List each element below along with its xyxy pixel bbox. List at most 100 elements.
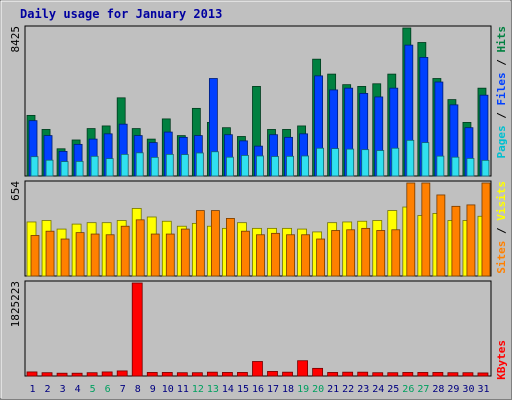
legend-separator: / [495,221,508,241]
pages-bar [135,152,144,177]
kbytes-bar [342,371,354,377]
x-tick-label: 4 [75,384,81,395]
kbytes-bar [417,372,429,377]
x-tick-label: 26 [402,384,414,395]
legend-entry-sites: Sites [495,241,508,274]
kbytes-bar [222,372,233,377]
sites-bar [316,238,326,277]
kbytes-bar [297,360,308,377]
sites-bar [75,232,85,277]
pages-bar [120,153,129,177]
kbytes-bar [146,372,158,377]
pages-bar [60,161,69,177]
x-tick-label: 13 [207,384,219,395]
x-tick-label: 19 [297,384,309,395]
x-tick-label: 23 [357,384,369,395]
pages-bar [45,159,54,177]
kbytes-bar [252,361,263,377]
pages-bar [361,149,370,177]
x-tick-label: 31 [477,384,489,395]
pages-bar [195,152,204,177]
kbytes-bar [86,372,98,377]
sites-bar [271,232,280,277]
pages-bar [226,156,234,177]
pages-bar [481,159,490,177]
x-tick-label: 29 [447,384,459,395]
pages-bar [286,155,294,177]
sites-bar [90,233,100,277]
x-tick-label: 28 [432,384,444,395]
sites-bar [331,230,341,277]
x-tick-label: 30 [462,384,474,395]
sites-bar [451,205,461,277]
pages-bar [406,139,415,177]
sites-bar [466,204,476,277]
kbytes-bar [387,372,399,377]
kbytes-bar [101,371,113,377]
sites-bar [30,235,40,277]
sites-bar [301,234,310,277]
pages-bar [271,156,279,177]
sites-bar [150,233,160,277]
sites-bar [376,230,386,277]
sites-bar [226,218,235,277]
kbytes-bar [206,371,218,377]
legend-entry-kbytes: KBytes [495,340,508,380]
x-tick-label: 16 [252,384,264,395]
sites-bar [436,194,446,277]
kbytes-bar [161,372,173,377]
pages-bar [331,148,340,177]
pages-bar [210,151,219,177]
sites-bar [346,229,356,277]
kbytes-bar [267,371,278,377]
kbytes-bar [312,367,324,377]
sites-bar [286,234,295,277]
kbytes-bar [372,372,384,377]
x-tick-label: 3 [60,384,66,395]
x-tick-label: 14 [222,384,234,395]
x-tick-label: 10 [162,384,174,395]
bars-layer [26,27,491,377]
kbytes-bar [41,372,53,377]
x-tick-label: 27 [417,384,429,395]
x-axis-labels: 1 2 3 4 5 6 7 8 9 10 11 12 13 14 15 16 17 18 19 20 21 22 23 24 2… [30,384,490,395]
pages-bar [346,148,355,177]
kbytes-bar [26,371,38,377]
kbytes-bar [462,372,474,377]
kbytes-bar [176,372,188,377]
pages-bar [451,156,460,177]
pages-bar [436,155,445,177]
x-tick-label: 25 [387,384,399,395]
pages-bar [180,154,189,177]
kbytes-bar [116,370,128,377]
x-tick-label: 6 [105,384,111,395]
sites-bar [105,234,115,277]
chart-title: Daily usage for January 2013 [20,7,222,21]
x-tick-label: 1 [30,384,36,395]
x-tick-label: 17 [267,384,279,395]
legends: Pages / Files / Hits Sites / Visits KBytes [495,26,508,380]
pages-bar [75,161,84,177]
kbytes-bar [402,372,414,377]
pages-bar [90,155,99,177]
sites-bar [45,230,55,277]
pages-bar [150,156,159,177]
pages-bar [105,158,114,177]
legend-separator: / [495,53,508,73]
pages-bar [256,155,264,177]
x-tick-label: 2 [45,384,51,395]
legend-entry-visits: Visits [495,181,508,221]
legend-panel2: Sites / Visits [495,181,508,274]
panel2-ymax-label: 654 [9,181,22,201]
pages-bar [376,150,385,177]
legend-entry-hits: Hits [495,26,508,53]
sites-bar [241,230,250,277]
x-tick-label: 9 [150,384,156,395]
kbytes-bar [327,372,339,377]
panel3-ymax-label: 1825223 [9,281,22,327]
x-tick-label: 24 [372,384,384,395]
kbytes-bar [282,371,293,377]
sites-bar [165,233,175,277]
legend-entry-files: Files [495,72,508,105]
